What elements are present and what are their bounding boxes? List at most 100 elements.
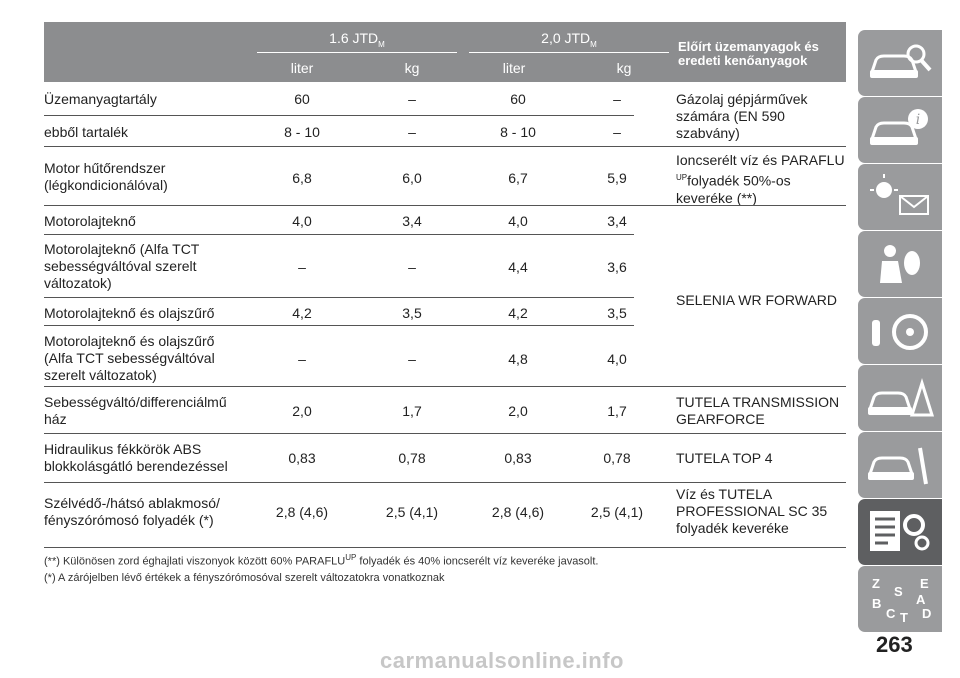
value-cell: 2,5 (4,1) [590,504,644,520]
row-label: Motorolajteknő és olajszűrő [44,305,215,321]
row-divider [44,386,846,387]
car-search-icon [869,44,932,78]
value-cell: 0,83 [504,450,532,466]
svg-text:E: E [920,576,929,591]
value-cell: 4,0 [292,213,312,229]
row-divider [44,205,846,206]
tab-safety[interactable] [858,231,942,297]
value-cell: 4,0 [607,351,627,367]
value-cell: 1,7 [607,403,627,419]
row-label: Hidraulikus fékkörök ABS blokkolásgátló … [44,441,228,474]
value-cell: 4,4 [508,259,528,275]
value-cell: 6,8 [292,170,312,186]
value-cell: 4,8 [508,351,528,367]
value-cell: – [613,91,621,107]
tab-maintenance[interactable] [858,432,942,498]
liter-heading: liter [290,60,314,76]
svg-text:A: A [916,592,926,607]
row-divider [44,297,634,298]
row-label: Motorolajteknő és olajszűrő (Alfa TCT se… [44,333,215,383]
value-cell: 4,2 [292,305,312,321]
row-divider [44,146,846,147]
car-info-icon: i [869,109,928,145]
value-cell: 3,5 [607,305,627,321]
watermark: carmanualsonline.info [380,648,624,673]
value-cell: – [408,124,416,140]
svg-text:Z: Z [872,576,880,591]
kg-heading: kg [616,60,632,76]
value-cell: 3,4 [402,213,422,229]
airbag-icon [880,245,920,283]
value-cell: 3,6 [607,259,627,275]
page-number: 263 [876,632,913,657]
tab-technical-data[interactable] [858,499,942,565]
liter-heading: liter [502,60,526,76]
technical-data-icon [870,511,930,551]
value-cell: 1,7 [402,403,422,419]
tab-car-search[interactable] [858,30,942,96]
row-divider [44,325,634,326]
value-cell: 3,4 [607,213,627,229]
value-cell: – [408,259,416,275]
fuel-spec: TUTELA TOP 4 [676,450,773,466]
value-cell: – [298,351,306,367]
kg-heading: kg [404,60,420,76]
car-wrench-icon [867,447,928,485]
value-cell: 2,0 [292,403,312,419]
svg-text:T: T [900,610,908,624]
tab-index[interactable]: Z E S A B C T D [858,566,942,632]
svg-text:i: i [916,112,920,128]
fuel-spec: Víz és TUTELA PROFESSIONAL SC 35 folyadé… [676,486,828,536]
row-label: Motor hűtőrendszer (légkondicionálóval) [44,160,168,193]
row-divider [44,234,634,235]
tab-car-info[interactable]: i [858,97,942,163]
value-cell: 8 - 10 [500,124,536,140]
fuel-spec: Ioncserélt víz és PARAFLU UPfolyadék 50%-… [676,152,845,206]
value-cell: 4,0 [508,213,528,229]
value-cell: 6,0 [402,170,422,186]
steering-wheel-icon [872,314,928,350]
value-cell: 2,8 (4,6) [491,504,545,520]
value-cell: 0,83 [288,450,316,466]
value-cell: – [408,351,416,367]
value-cell: 2,5 (4,1) [385,504,439,520]
footnote: (**) Különösen zord éghajlati viszonyok … [44,553,599,568]
svg-text:B: B [872,596,881,611]
fuel-spec: SELENIA WR FORWARD [676,292,838,308]
row-label: Szélvédő-/hátsó ablakmosó/ fényszórómosó… [44,495,220,528]
value-cell: 8 - 10 [284,124,320,140]
table-header: 1.6 JTDM 2,0 JTDM liter kg liter kg Előí… [44,22,846,82]
value-cell: 6,7 [508,170,528,186]
value-cell: 4,2 [508,305,528,321]
value-cell: – [613,124,621,140]
tab-warning-lights[interactable] [858,164,942,230]
header-divider [469,52,669,53]
row-divider [44,482,846,483]
value-cell: – [408,91,416,107]
engine1-heading: 1.6 JTDM [329,30,385,49]
row-divider [44,433,846,434]
row-label: Motorolajteknő [44,213,136,229]
value-cell: – [298,259,306,275]
svg-text:C: C [886,606,896,621]
value-cell: 5,9 [607,170,627,186]
row-label: Sebességváltó/differenciálmű ház [44,394,227,427]
footnote: (*) A zárójelben lévő értékek a fényszór… [44,572,445,584]
row-label: Üzemanyagtartály [44,91,157,107]
emergency-car-icon [867,377,934,417]
svg-text:S: S [894,584,903,599]
header-divider [257,52,457,53]
value-cell: 0,78 [603,450,631,466]
tab-driving[interactable] [858,298,942,364]
fuel-column-heading: Előírt üzemanyagok és eredeti kenőanyago… [678,39,819,68]
engine2-heading: 2,0 JTDM [541,30,597,49]
value-cell: 3,5 [402,305,422,321]
value-cell: 0,78 [398,450,426,466]
warning-light-icon [870,174,929,215]
row-label: ebből tartalék [44,124,129,140]
svg-text:D: D [922,606,931,621]
row-label: Motorolajteknő (Alfa TCT sebességváltóva… [44,241,200,291]
value-cell: 60 [510,91,526,107]
value-cell: 60 [294,91,310,107]
tab-emergency[interactable] [858,365,942,431]
